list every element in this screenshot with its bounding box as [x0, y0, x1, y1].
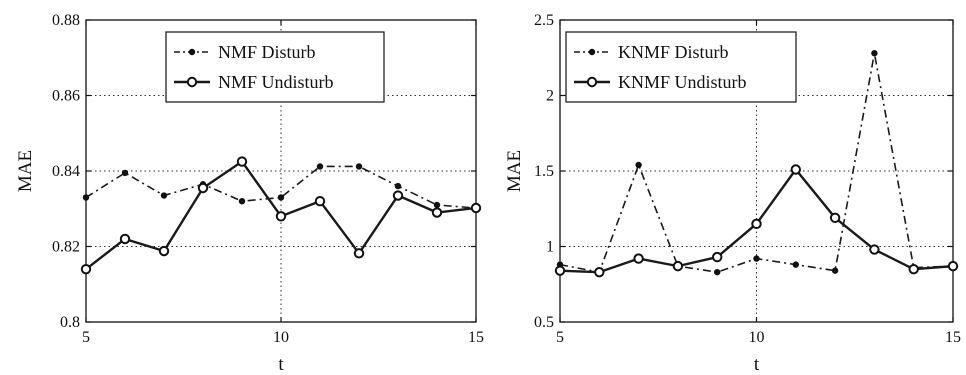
y-tick-label: 0.8 — [60, 314, 80, 331]
series-line-1 — [85, 165, 477, 209]
legend-label-2: KNMF Undisturb — [618, 72, 747, 92]
data-point — [751, 218, 762, 230]
legend: NMF Disturb NMF Undisturb — [165, 31, 385, 103]
legend: KNMF Disturb KNMF Undisturb — [565, 31, 797, 103]
y-tick-label: 0.86 — [52, 88, 80, 105]
legend-marker — [586, 76, 598, 88]
data-point — [831, 267, 839, 274]
data-point — [82, 194, 90, 201]
data-point — [829, 212, 841, 224]
data-point — [119, 233, 131, 245]
legend-label-1: NMF Disturb — [218, 42, 316, 62]
legend-label-1: KNMF Disturb — [618, 42, 729, 62]
data-point — [753, 255, 760, 262]
legend-marker — [186, 76, 198, 88]
chart-panel-2: 0.5 1 1.5 2 2.5 5 10 15 t MAE KNMF Disturb KNMF Und… — [504, 12, 961, 375]
data-point — [908, 263, 919, 275]
y-axis-label: MAE — [15, 150, 36, 192]
legend-marker — [188, 48, 196, 56]
y-tick-label: 0.88 — [52, 12, 80, 29]
data-point — [392, 190, 404, 201]
data-point — [433, 201, 441, 209]
legend-marker — [588, 48, 596, 56]
data-point — [470, 202, 482, 214]
y-tick-label: 1.5 — [534, 163, 554, 180]
y-tick-label: 2 — [546, 88, 554, 105]
data-point — [431, 207, 443, 218]
data-point — [672, 260, 684, 272]
data-point — [277, 194, 285, 201]
y-axis-label: MAE — [504, 150, 525, 192]
data-point — [792, 261, 799, 268]
legend-box — [165, 31, 385, 103]
data-point — [712, 251, 723, 263]
data-point — [355, 163, 363, 170]
x-tick-label: 15 — [945, 329, 961, 346]
data-point — [594, 266, 605, 278]
x-tick-label: 5 — [82, 329, 90, 346]
y-tick-label: 0.82 — [52, 239, 80, 256]
data-point — [790, 164, 801, 175]
data-point — [353, 248, 365, 259]
data-point — [160, 192, 168, 199]
y-tick-label: 0.84 — [52, 163, 80, 180]
x-tick-label: 5 — [556, 329, 564, 346]
data-point — [80, 263, 92, 275]
data-point — [633, 253, 644, 264]
data-point — [197, 182, 209, 194]
y-tick-label: 2.5 — [534, 12, 554, 29]
x-tick-label: 10 — [749, 329, 765, 346]
x-tick-label: 15 — [468, 329, 484, 346]
data-point — [869, 244, 880, 255]
data-point — [947, 260, 959, 272]
legend-box — [565, 31, 797, 103]
legend-label-2: NMF Undisturb — [218, 72, 334, 92]
data-point — [158, 245, 170, 257]
y-tick-label: 0.5 — [534, 314, 554, 331]
data-point — [394, 182, 402, 190]
data-point — [238, 198, 246, 205]
data-point — [236, 156, 248, 167]
data-point — [275, 211, 287, 222]
x-tick-label: 10 — [273, 329, 289, 346]
data-point — [635, 161, 642, 169]
data-point — [121, 169, 129, 177]
data-point — [714, 268, 721, 276]
data-point — [554, 265, 566, 276]
y-tick-label: 1 — [546, 239, 554, 256]
data-point — [314, 196, 326, 207]
data-point — [871, 50, 878, 57]
data-point — [316, 163, 324, 170]
x-axis-label: t — [278, 354, 284, 375]
x-axis-label: t — [754, 354, 760, 375]
